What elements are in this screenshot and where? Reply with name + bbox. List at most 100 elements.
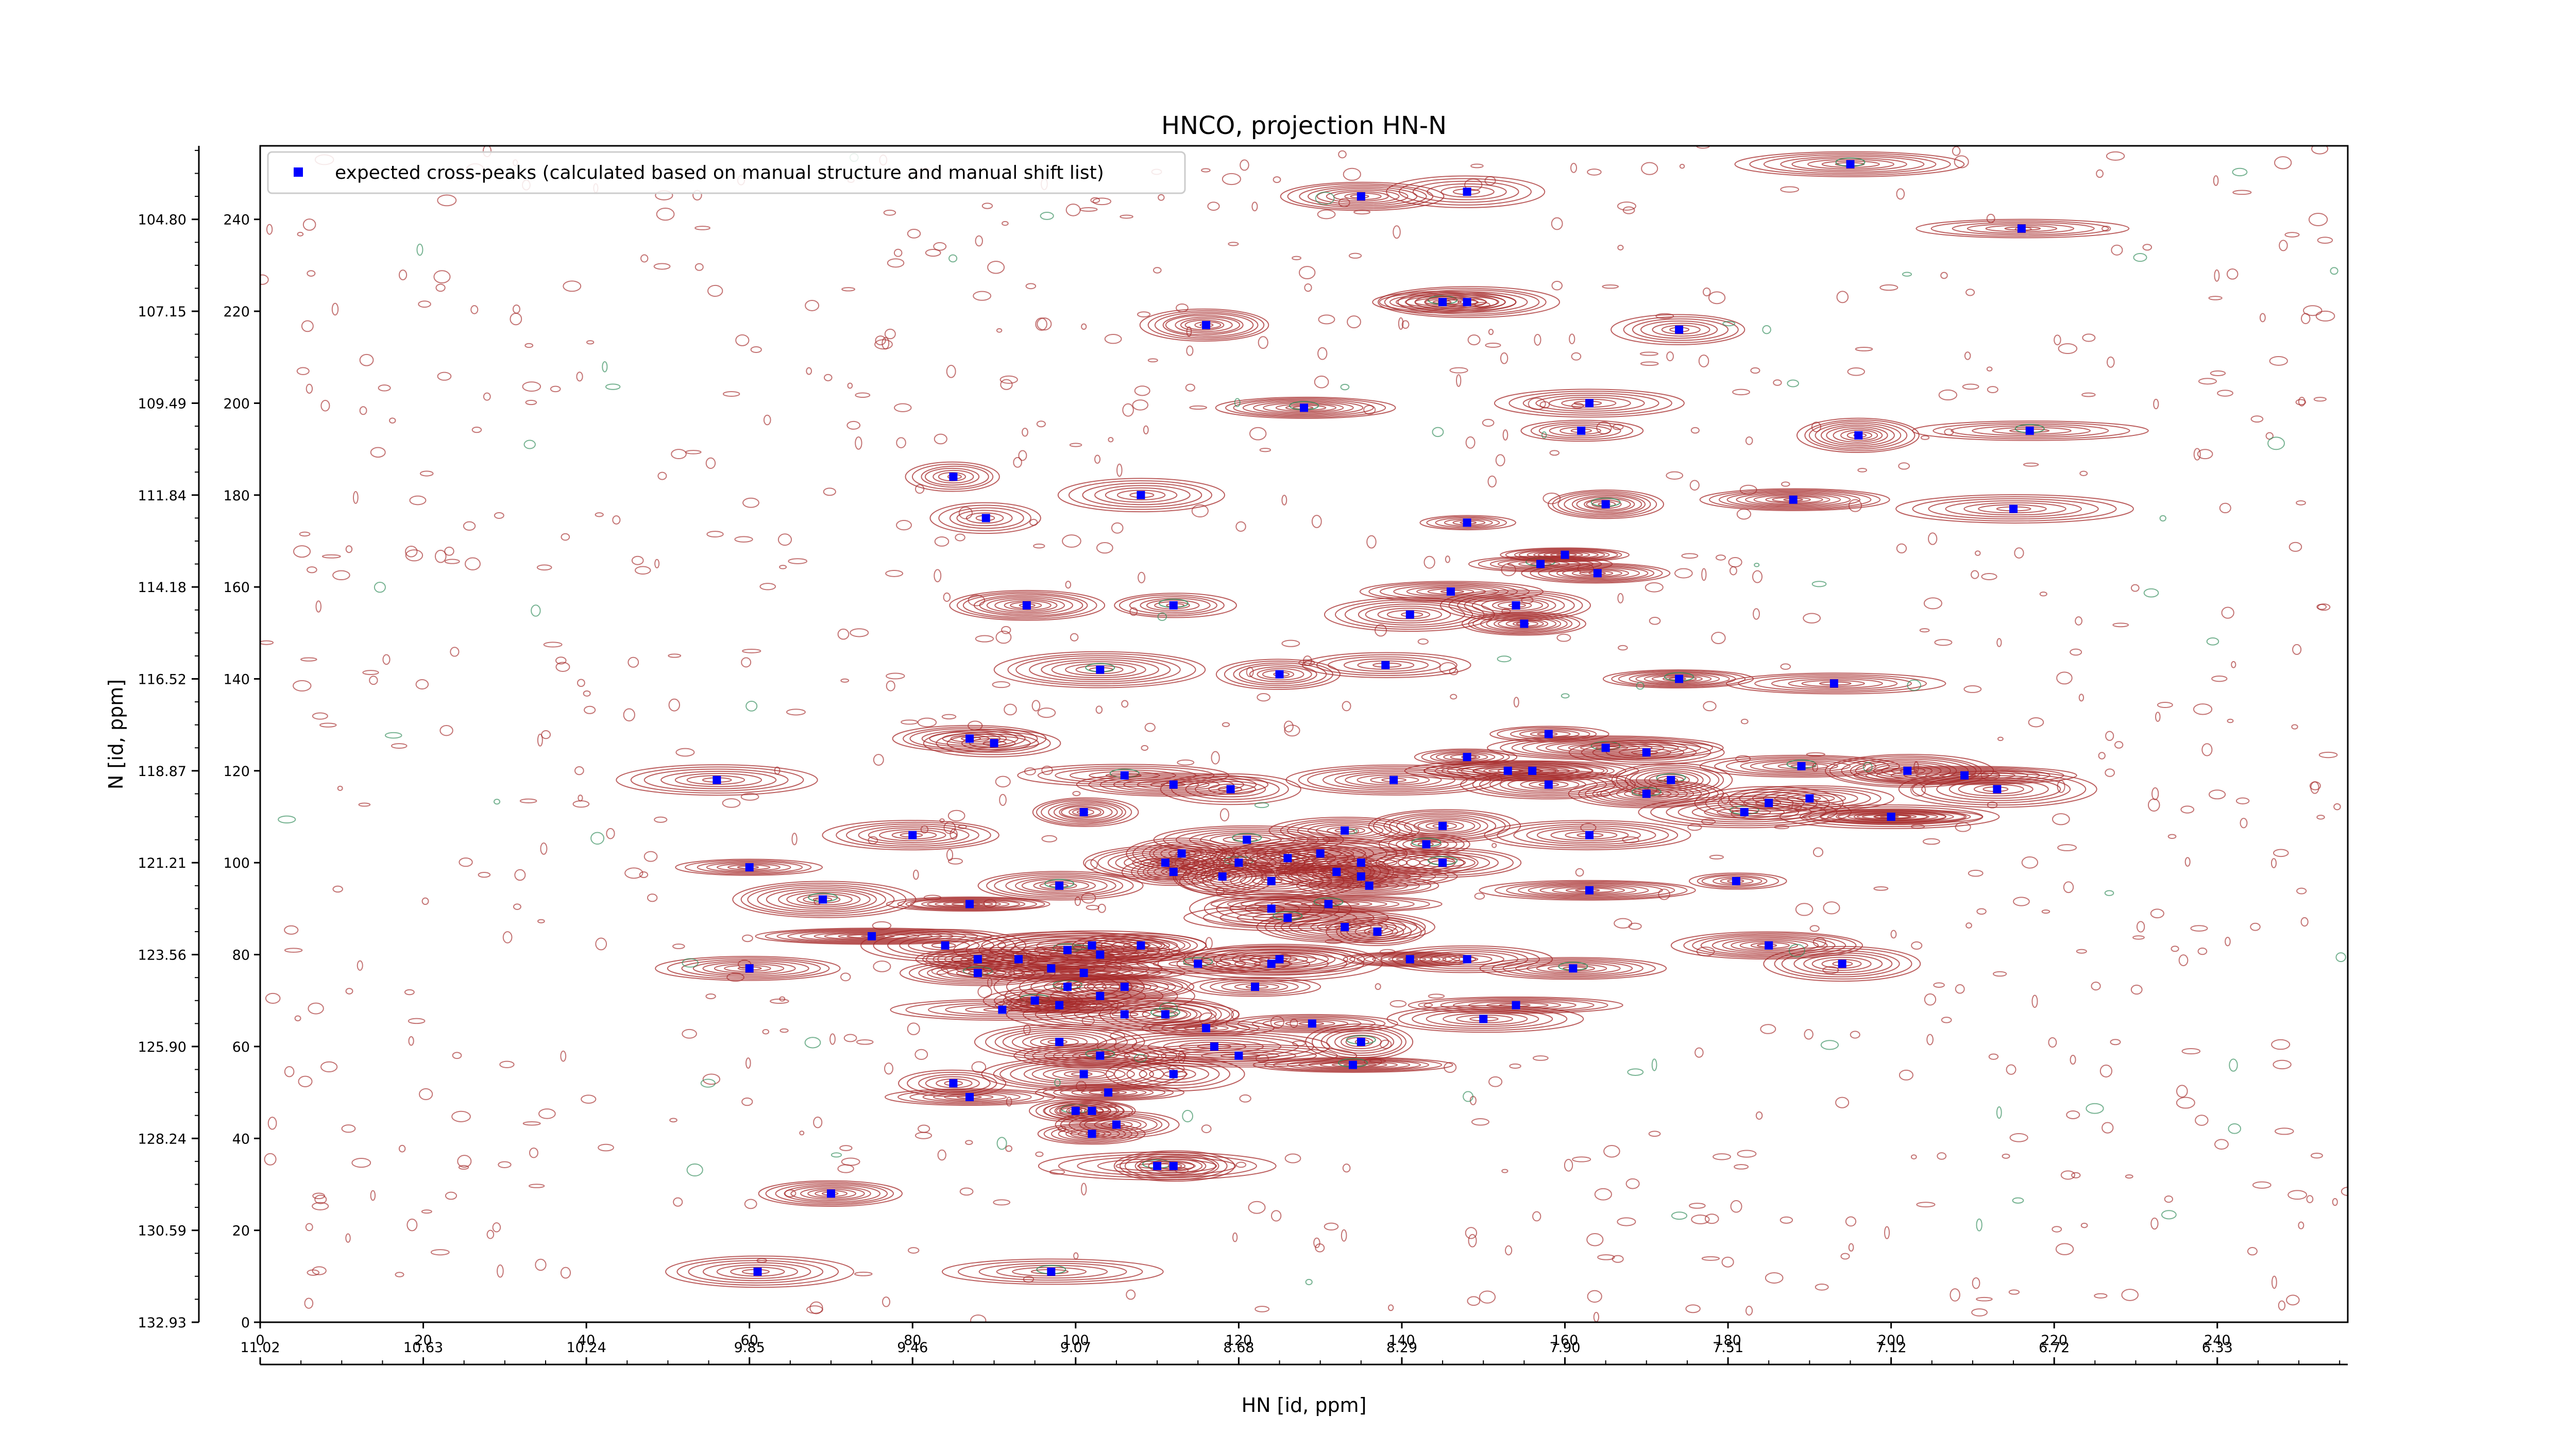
noise-contour [408, 1036, 414, 1046]
noise-contour [434, 549, 447, 563]
noise-contour [1708, 291, 1726, 305]
peak-contour [675, 858, 823, 876]
noise-contour [1073, 1252, 1079, 1260]
noise-contour [1701, 818, 1716, 825]
noise-contour [1594, 1188, 1612, 1201]
noise-contour [1092, 197, 1112, 206]
peak-contour [994, 599, 1058, 612]
noise-contour [1645, 582, 1664, 593]
noise-contour [675, 748, 695, 757]
noise-contour [1698, 355, 1709, 367]
peak-contour [1753, 495, 1831, 505]
noise-contour [1479, 1290, 1496, 1304]
peak-contour [1389, 814, 1497, 838]
noise-contour [389, 417, 396, 424]
peak-contour [665, 1255, 854, 1288]
peak-contour [1520, 779, 1580, 790]
noise-contour [1658, 888, 1670, 900]
expected-cross-peak-marker [1088, 1106, 1096, 1115]
noise-contour [653, 263, 671, 270]
peak-contour [1031, 1065, 1135, 1083]
peak-contour [1581, 742, 1711, 763]
noise-contour [1076, 1081, 1087, 1091]
peak-contour [1030, 1035, 1088, 1049]
noise-contour [1095, 705, 1103, 714]
noise-contour [332, 570, 350, 581]
peak-contour [1298, 869, 1422, 884]
noise-contour [260, 274, 269, 285]
noise-contour [882, 337, 890, 350]
noise-contour [1561, 693, 1570, 699]
noise-contour [1284, 1153, 1301, 1164]
peak-contour [1522, 393, 1659, 414]
peak-contour [1763, 154, 1937, 174]
peak-contour [1334, 771, 1456, 789]
peak-contour [994, 874, 1124, 898]
noise-contour [759, 583, 776, 591]
expected-cross-peak-marker [1438, 821, 1447, 830]
x-ppm-tick-label: 11.02 [240, 1340, 280, 1356]
peak-contour [1126, 1062, 1220, 1086]
noise-contour [774, 766, 781, 775]
peak-contour [858, 825, 970, 845]
peak-contour [1061, 1005, 1192, 1024]
peak-contour [1022, 999, 1231, 1030]
noise-contour [1363, 405, 1376, 415]
peak-contour [1928, 498, 2099, 520]
peak-contour [1539, 885, 1637, 896]
peak-contour [1605, 746, 1685, 759]
noise-contour [513, 903, 521, 910]
peak-contour [1142, 1008, 1188, 1021]
noise-contour [307, 566, 317, 574]
noise-contour [1041, 835, 1058, 843]
peak-contour [1611, 670, 1746, 688]
noise-contour [1035, 1151, 1044, 1157]
noise-contour [284, 1066, 295, 1077]
peak-contour [1762, 790, 1858, 806]
x-ppm-tick-label: 7.12 [1876, 1340, 1907, 1356]
peak-contour [1430, 953, 1504, 966]
expected-cross-peak-marker [981, 514, 990, 523]
peak-contour [1384, 288, 1547, 316]
peak-contour [757, 886, 886, 913]
noise-contour [1251, 201, 1258, 212]
peak-contour [1576, 496, 1635, 512]
expected-cross-peak-marker [1829, 679, 1838, 688]
noise-contour [612, 515, 621, 525]
noise-contour [265, 992, 281, 1004]
noise-contour [2048, 1037, 2057, 1048]
peak-contour [1059, 804, 1113, 820]
noise-contour [2301, 313, 2311, 324]
noise-contour [950, 829, 958, 840]
noise-contour [1965, 289, 1975, 296]
noise-contour [1158, 194, 1165, 201]
noise-contour [1938, 389, 1958, 400]
noise-contour [1855, 347, 1873, 351]
noise-contour [577, 679, 585, 687]
peak-contour [1386, 1005, 1584, 1033]
peak-contour [1973, 784, 2024, 795]
noise-contour [1689, 480, 1700, 491]
noise-contour [2211, 675, 2228, 682]
peak-contour [1134, 1155, 1216, 1177]
noise-contour [840, 678, 850, 683]
noise-contour [1920, 435, 1930, 440]
noise-contour [1577, 563, 1594, 574]
expected-cross-peak-marker [868, 932, 876, 940]
peak-contour [1225, 398, 1386, 418]
noise-contour [2217, 390, 2233, 397]
noise-contour [1024, 767, 1036, 776]
expected-cross-peak-marker [1096, 950, 1105, 959]
noise-contour [315, 600, 321, 613]
expected-cross-peak-marker [1169, 780, 1178, 789]
peak-contour [702, 1262, 811, 1282]
noise-contour [912, 869, 919, 880]
peak-contour [962, 593, 1088, 618]
peak-contour [1252, 1016, 1376, 1031]
peak-contour [1725, 672, 1946, 695]
legend: expected cross-peaks (calculated based o… [267, 151, 1186, 194]
peak-contour [1701, 875, 1768, 887]
peak-contour [969, 738, 1016, 749]
peak-contour [1077, 978, 1176, 996]
noise-contour [1625, 1178, 1640, 1189]
